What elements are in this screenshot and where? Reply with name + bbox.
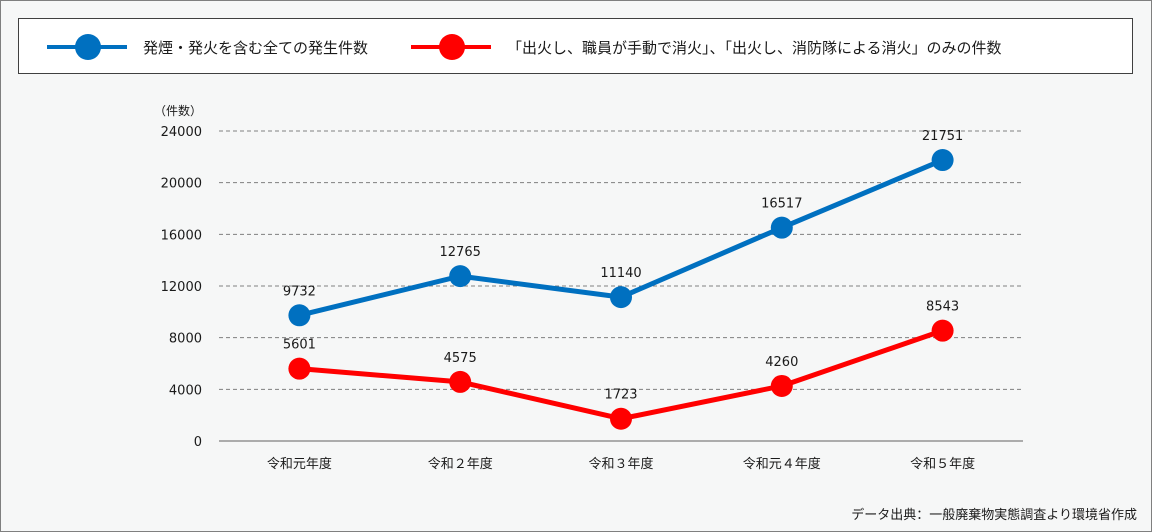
data-label-0: 21751 [922,129,963,144]
data-label-1: 4575 [444,351,477,366]
data-label-1: 1723 [604,388,637,403]
x-tick-label: 令和元４年度 [743,456,821,472]
data-point-0 [449,265,472,288]
legend: 発煙・発火を含む全ての発生件数 「出火し、職員が手動で消火」、「出火し、消防隊に… [18,18,1133,74]
series-line-1 [299,328,944,422]
data-point-0 [770,216,793,239]
y-tick-label: 16000 [161,228,202,243]
y-tick-label: 12000 [161,280,202,295]
x-tick-label: 令和３年度 [588,456,653,472]
data-label-0: 16517 [761,197,802,212]
x-tick-label: 令和２年度 [428,456,493,472]
data-point-1 [288,357,311,380]
data-label-1: 5601 [283,338,316,353]
data-point-1 [610,407,632,430]
y-tick-label: 24000 [161,125,202,140]
data-point-0 [288,304,311,327]
source-note: データ出典：一般廃棄物実態調査より環境省作成 [851,508,1137,523]
legend-swatch-blue [47,33,127,61]
data-point-1 [931,319,954,342]
legend-swatch-red [411,33,491,61]
y-tick-label: 20000 [161,177,202,192]
data-label-1: 8543 [926,300,959,315]
y-tick-label: 4000 [169,383,202,398]
legend-label-fire-only: 「出火し、職員が手動で消火」、「出火し、消防隊による消火」のみの件数 [507,38,1002,57]
legend-item-fire-only: 「出火し、職員が手動で消火」、「出火し、消防隊による消火」のみの件数 [411,19,1002,75]
data-point-0 [931,149,954,172]
data-label-1: 4260 [765,355,798,370]
y-axis-unit-label: （件数） [154,103,202,118]
data-point-1 [770,374,793,397]
y-tick-label: 0 [194,435,202,450]
legend-item-all-incidents: 発煙・発火を含む全ての発生件数 [47,19,368,75]
data-point-1 [449,370,472,393]
legend-label-all-incidents: 発煙・発火を含む全ての発生件数 [143,38,369,57]
data-point-0 [610,286,632,309]
data-label-0: 12765 [440,245,481,260]
y-tick-label: 8000 [169,332,202,347]
x-tick-label: 令和５年度 [910,456,975,472]
x-tick-label: 令和元年度 [267,456,332,472]
data-label-0: 11140 [600,266,641,281]
data-label-0: 9732 [283,284,316,299]
